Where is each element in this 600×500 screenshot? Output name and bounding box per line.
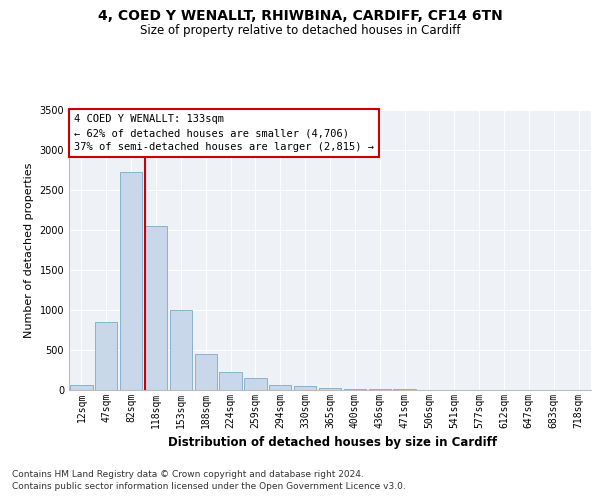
Bar [120,172,142,390]
Bar [170,310,192,390]
Bar [70,386,92,390]
Bar [319,388,341,390]
Bar [344,388,366,390]
Text: Contains public sector information licensed under the Open Government Licence v3: Contains public sector information licen… [12,482,406,491]
Bar [368,389,391,390]
Text: Size of property relative to detached houses in Cardiff: Size of property relative to detached ho… [140,24,460,37]
Bar [294,386,316,390]
Text: Distribution of detached houses by size in Cardiff: Distribution of detached houses by size … [169,436,497,449]
Y-axis label: Number of detached properties: Number of detached properties [24,162,34,338]
Bar [95,322,118,390]
Text: Contains HM Land Registry data © Crown copyright and database right 2024.: Contains HM Land Registry data © Crown c… [12,470,364,479]
Bar [244,378,266,390]
Text: 4 COED Y WENALLT: 133sqm
← 62% of detached houses are smaller (4,706)
37% of sem: 4 COED Y WENALLT: 133sqm ← 62% of detach… [74,114,374,152]
Bar [194,354,217,390]
Bar [220,372,242,390]
Bar [269,385,292,390]
Bar [145,226,167,390]
Text: 4, COED Y WENALLT, RHIWBINA, CARDIFF, CF14 6TN: 4, COED Y WENALLT, RHIWBINA, CARDIFF, CF… [98,8,502,22]
